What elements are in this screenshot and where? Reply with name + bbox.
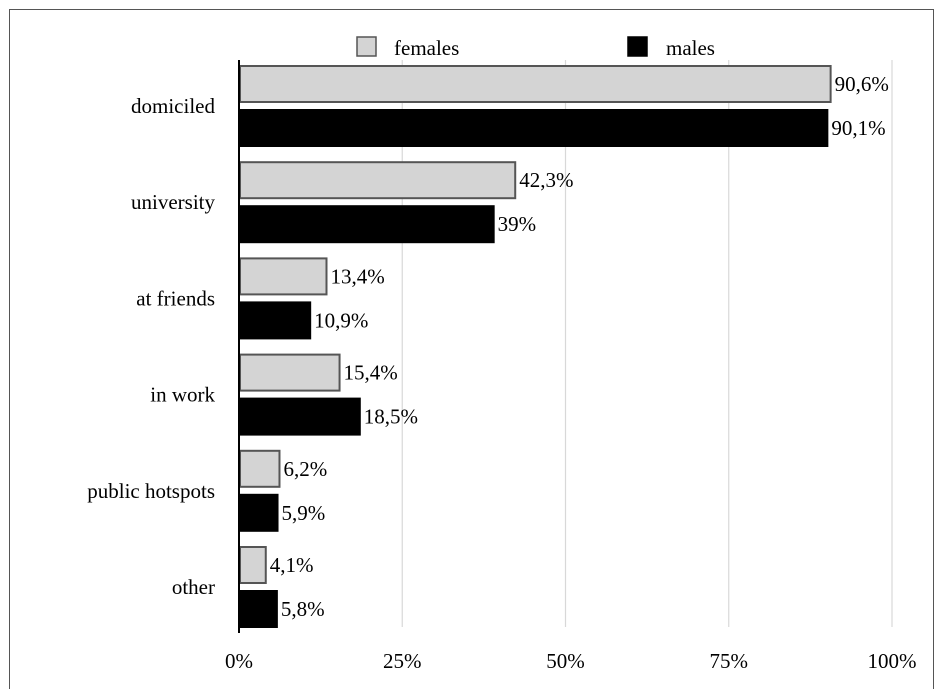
bar-males — [239, 590, 278, 628]
data-label: 5,8% — [281, 597, 325, 621]
bar-females — [239, 161, 517, 200]
legend-swatch-females — [356, 36, 377, 57]
category-label: university — [131, 190, 215, 214]
legend-label: males — [666, 36, 715, 60]
x-tick-label: 25% — [383, 649, 422, 673]
data-label: 90,1% — [831, 116, 885, 140]
data-label: 42,3% — [519, 168, 573, 192]
category-label: at friends — [136, 286, 215, 310]
data-label: 4,1% — [270, 553, 314, 577]
bar-females — [239, 257, 328, 296]
bar-females — [239, 546, 267, 584]
bar-females — [239, 353, 341, 392]
bar-males — [239, 493, 279, 532]
category-label: other — [172, 575, 215, 599]
axes: 0% 25% 50% 75% 100% domiciled university at fri… — [87, 60, 917, 673]
category-label: domiciled — [131, 94, 215, 118]
data-label: 90,6% — [835, 72, 889, 96]
x-tick-label: 75% — [710, 649, 749, 673]
legend-swatch-males — [627, 36, 648, 57]
bars: 90,6% 90,1% 42,3% 39% 13,4% 10,9% 15,4% 18,5% 6,… — [239, 65, 889, 628]
data-label: 18,5% — [364, 405, 418, 429]
x-tick-label: 50% — [546, 649, 585, 673]
data-label: 13,4% — [331, 264, 385, 288]
data-label: 15,4% — [344, 361, 398, 385]
bar-females — [239, 449, 281, 488]
category-label: public hotspots — [87, 479, 215, 503]
data-label: 39% — [498, 212, 537, 236]
data-label: 6,2% — [283, 457, 327, 481]
x-tick-label: 100% — [868, 649, 917, 673]
legend: females males — [356, 36, 715, 60]
bar-females — [239, 65, 832, 103]
x-tick-label: 0% — [225, 649, 253, 673]
data-label: 5,9% — [282, 501, 326, 525]
grid-lines — [401, 60, 893, 627]
bar-males — [239, 109, 829, 147]
data-label: 10,9% — [314, 308, 368, 332]
bar-males — [239, 301, 312, 340]
bar-males — [239, 205, 495, 244]
legend-label: females — [394, 36, 459, 60]
bar-males — [239, 397, 361, 436]
category-label: in work — [150, 383, 215, 407]
